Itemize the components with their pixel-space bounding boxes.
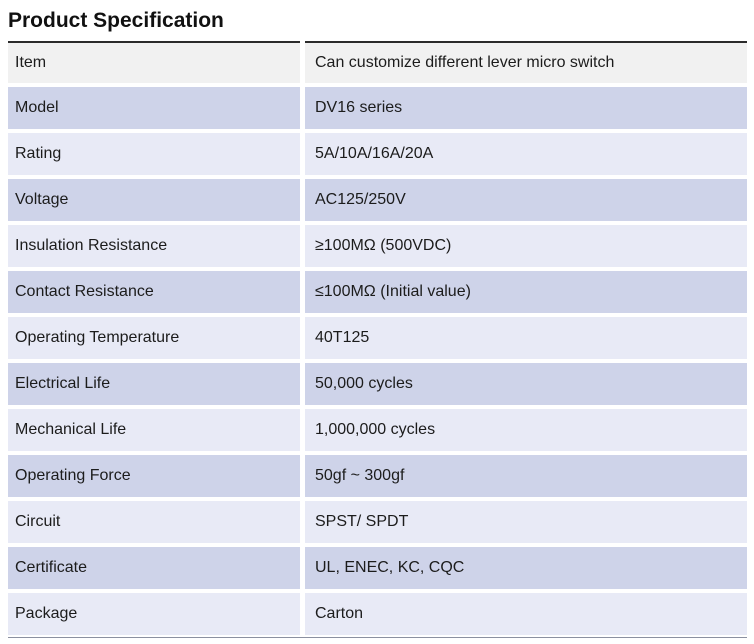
row-label: Electrical Life [8,363,300,405]
table-row: Mechanical Life 1,000,000 cycles [8,409,747,451]
row-label: Package [8,593,300,635]
table-row: Item Can customize different lever micro… [8,41,747,83]
table-row: Certificate UL, ENEC, KC, CQC [8,547,747,589]
row-label: Rating [8,133,300,175]
table-row: Insulation Resistance ≥100MΩ (500VDC) [8,225,747,267]
row-label: Operating Temperature [8,317,300,359]
row-value: UL, ENEC, KC, CQC [305,547,747,589]
row-label: Certificate [8,547,300,589]
table-row: Voltage AC125/250V [8,179,747,221]
table-row: Electrical Life 50,000 cycles [8,363,747,405]
row-value: 1,000,000 cycles [305,409,747,451]
row-label: Item [8,41,300,83]
row-label: Operating Force [8,455,300,497]
row-label: Circuit [8,501,300,543]
row-value: ≤100MΩ (Initial value) [305,271,747,313]
table-row: Rating 5A/10A/16A/20A [8,133,747,175]
row-label: Model [8,87,300,129]
row-value: DV16 series [305,87,747,129]
row-value: 50gf ~ 300gf [305,455,747,497]
row-value: ≥100MΩ (500VDC) [305,225,747,267]
table-row: Operating Force 50gf ~ 300gf [8,455,747,497]
table-row: Circuit SPST/ SPDT [8,501,747,543]
row-value: 5A/10A/16A/20A [305,133,747,175]
row-value: 50,000 cycles [305,363,747,405]
spec-table: Item Can customize different lever micro… [8,41,747,638]
table-row: Package Carton [8,593,747,635]
row-label: Mechanical Life [8,409,300,451]
row-label: Contact Resistance [8,271,300,313]
row-value: Carton [305,593,747,635]
table-row: Operating Temperature 40T125 [8,317,747,359]
row-label: Voltage [8,179,300,221]
row-value: AC125/250V [305,179,747,221]
page-title: Product Specification [8,9,224,32]
table-row: Contact Resistance ≤100MΩ (Initial value… [8,271,747,313]
table-row: Model DV16 series [8,87,747,129]
row-value: SPST/ SPDT [305,501,747,543]
row-value: 40T125 [305,317,747,359]
row-value: Can customize different lever micro swit… [305,41,747,83]
row-label: Insulation Resistance [8,225,300,267]
